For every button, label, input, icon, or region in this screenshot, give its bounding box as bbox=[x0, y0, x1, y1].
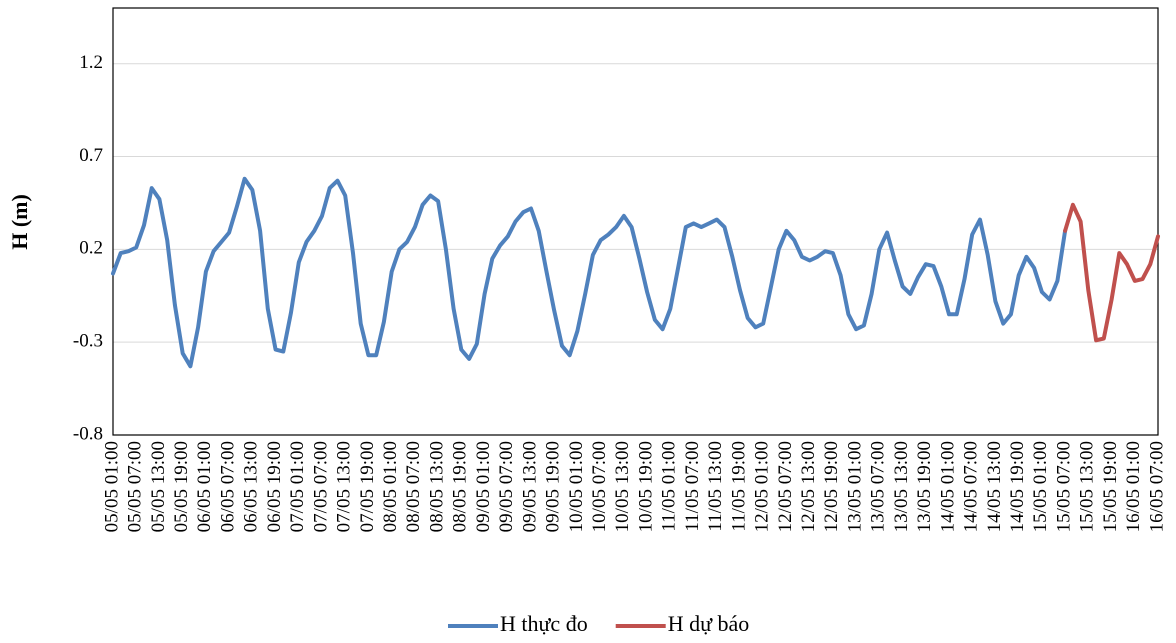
x-tick-label: 12/05 13:00 bbox=[798, 441, 819, 532]
x-tick-label: 11/05 01:00 bbox=[659, 441, 680, 532]
x-tick-label: 14/05 01:00 bbox=[937, 441, 958, 532]
x-tick-label: 07/05 13:00 bbox=[334, 441, 355, 532]
x-tick-label: 11/05 19:00 bbox=[728, 441, 749, 532]
x-tick-label: 13/05 19:00 bbox=[914, 441, 935, 532]
x-tick-label: 05/05 13:00 bbox=[148, 441, 169, 532]
x-tick-label: 10/05 07:00 bbox=[589, 441, 610, 532]
legend-label: H dự báo bbox=[668, 611, 750, 636]
x-tick-label: 09/05 19:00 bbox=[543, 441, 564, 532]
x-tick-label: 13/05 01:00 bbox=[844, 441, 865, 532]
x-tick-label: 16/05 07:00 bbox=[1146, 441, 1167, 532]
x-tick-label: 05/05 01:00 bbox=[101, 441, 122, 532]
y-tick-label: 1.2 bbox=[79, 52, 103, 73]
x-tick-label: 06/05 01:00 bbox=[194, 441, 215, 532]
x-tick-label: 15/05 13:00 bbox=[1077, 441, 1098, 532]
y-tick-label: 0.2 bbox=[79, 238, 103, 259]
x-tick-label: 16/05 01:00 bbox=[1123, 441, 1144, 532]
x-tick-label: 05/05 07:00 bbox=[125, 441, 146, 532]
x-tick-label: 06/05 13:00 bbox=[241, 441, 262, 532]
x-tick-label: 06/05 19:00 bbox=[264, 441, 285, 532]
legend-label: H thực đo bbox=[500, 611, 588, 636]
x-tick-label: 12/05 19:00 bbox=[821, 441, 842, 532]
x-tick-label: 14/05 13:00 bbox=[984, 441, 1005, 532]
x-tick-label: 07/05 19:00 bbox=[357, 441, 378, 532]
x-tick-label: 14/05 07:00 bbox=[961, 441, 982, 532]
x-tick-label: 09/05 07:00 bbox=[496, 441, 517, 532]
x-tick-label: 12/05 07:00 bbox=[775, 441, 796, 532]
x-tick-label: 09/05 01:00 bbox=[473, 441, 494, 532]
y-axis-title: H (m) bbox=[7, 194, 32, 250]
x-tick-label: 15/05 19:00 bbox=[1100, 441, 1121, 532]
x-tick-label: 13/05 07:00 bbox=[868, 441, 889, 532]
x-tick-label: 07/05 07:00 bbox=[310, 441, 331, 532]
x-tick-label: 10/05 01:00 bbox=[566, 441, 587, 532]
x-tick-label: 11/05 07:00 bbox=[682, 441, 703, 532]
x-tick-label: 07/05 01:00 bbox=[287, 441, 308, 532]
x-tick-label: 06/05 07:00 bbox=[217, 441, 238, 532]
x-tick-label: 09/05 13:00 bbox=[519, 441, 540, 532]
x-tick-label: 14/05 19:00 bbox=[1007, 441, 1028, 532]
x-tick-label: 11/05 13:00 bbox=[705, 441, 726, 532]
x-tick-label: 12/05 01:00 bbox=[752, 441, 773, 532]
y-tick-label: -0.8 bbox=[73, 423, 103, 444]
y-tick-label: -0.3 bbox=[73, 331, 103, 352]
x-tick-label: 15/05 01:00 bbox=[1030, 441, 1051, 532]
data-line bbox=[1063, 202, 1160, 343]
x-tick-label: 08/05 07:00 bbox=[403, 441, 424, 532]
x-tick-label: 08/05 19:00 bbox=[450, 441, 471, 532]
x-tick-label: 08/05 13:00 bbox=[426, 441, 447, 532]
y-tick-label: 0.7 bbox=[79, 145, 103, 166]
x-tick-label: 08/05 01:00 bbox=[380, 441, 401, 532]
data-line bbox=[111, 176, 1068, 369]
x-tick-label: 05/05 19:00 bbox=[171, 441, 192, 532]
x-tick-label: 10/05 19:00 bbox=[635, 441, 656, 532]
x-tick-label: 13/05 13:00 bbox=[891, 441, 912, 532]
x-tick-label: 15/05 07:00 bbox=[1053, 441, 1074, 532]
x-tick-label: 10/05 13:00 bbox=[612, 441, 633, 532]
plot-frame bbox=[112, 7, 1159, 436]
